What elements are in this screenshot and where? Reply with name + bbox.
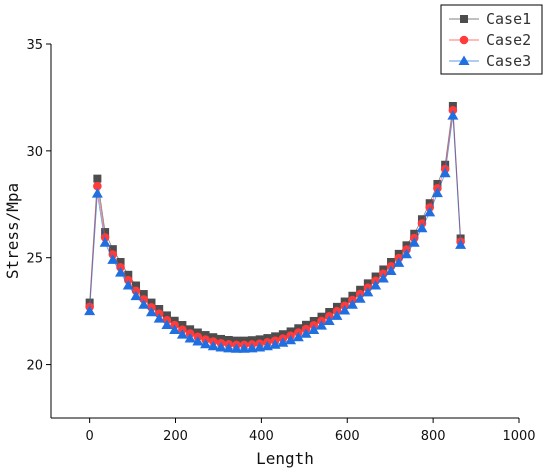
data-point [339,305,351,315]
data-point [424,206,436,217]
x-tick-label: 600 [335,429,360,444]
data-point [447,110,459,120]
x-tick-label: 200 [163,429,188,444]
data-point [192,335,204,346]
data-point [277,337,289,347]
data-point [354,293,366,303]
legend-label: Case3 [486,52,531,70]
data-point [161,319,173,330]
data-point [93,181,102,191]
legend-marker [459,35,469,45]
legend-label: Case2 [486,31,531,49]
data-point [439,167,451,178]
data-point [200,338,212,349]
legend-item: Case1 [449,10,531,28]
data-point [145,306,157,317]
x-axis-title: Length [256,449,314,468]
legend-label: Case1 [486,10,531,28]
data-point [377,272,389,283]
data-point [116,257,125,266]
data-point [139,290,148,299]
x-tick-label: 1000 [502,429,535,444]
data-point [431,187,443,198]
data-point [346,299,358,309]
y-tick-label: 20 [26,359,43,374]
data-point [169,324,181,334]
series-case2 [85,105,465,350]
legend-marker [460,15,468,23]
y-tick-label: 25 [26,252,43,267]
data-point [285,334,297,345]
data-point [215,341,227,352]
data-point [101,228,110,237]
data-point [124,270,133,279]
data-point [393,257,405,267]
data-point [84,305,96,316]
legend: Case1 Case2 Case3 [440,4,543,75]
legend-item: Case3 [449,52,531,70]
data-point [176,329,188,339]
data-point [91,188,103,198]
data-point [385,265,397,275]
data-point [292,331,304,342]
data-point [331,310,343,320]
data-point [122,279,134,290]
data-point [184,332,196,343]
data-point [408,237,420,247]
x-axis-ticks: 0 200 400 600 800 1000 [86,418,536,444]
series-case3 [84,110,467,353]
data-point [99,237,111,247]
data-point [230,343,242,353]
data-point [401,248,413,259]
data-point [178,321,187,330]
data-point [108,245,117,254]
data-point [254,341,266,352]
data-point [201,331,210,340]
data-point [155,305,164,314]
data-point [246,342,258,353]
data-point [370,279,382,290]
data-point [132,281,141,290]
data-point [115,267,127,277]
data-point [93,174,102,183]
x-tick-label: 0 [86,429,94,444]
series-line [89,115,462,350]
data-point [308,324,320,334]
y-tick-label: 35 [26,38,43,53]
data-point [162,311,171,320]
data-point [153,313,165,323]
data-point [323,315,335,325]
series-layer [84,101,467,353]
y-axis-title: Stress/Mpa [3,183,22,279]
x-tick-label: 400 [249,429,274,444]
y-tick-label: 30 [26,145,43,160]
data-point [238,343,250,353]
data-point [300,328,312,338]
series-line [89,110,462,346]
x-tick-label: 800 [421,429,446,444]
y-axis-ticks: 20 25 30 35 [26,38,51,374]
data-point [130,290,142,301]
data-point [362,286,374,297]
data-point [138,299,150,309]
data-point [207,340,219,351]
data-point [455,239,467,249]
legend-marker [458,55,470,65]
legend-item: Case2 [449,31,531,49]
data-point [416,222,428,233]
data-point [223,342,235,353]
data-point [315,320,327,330]
data-point [147,298,156,307]
data-point [107,254,119,264]
